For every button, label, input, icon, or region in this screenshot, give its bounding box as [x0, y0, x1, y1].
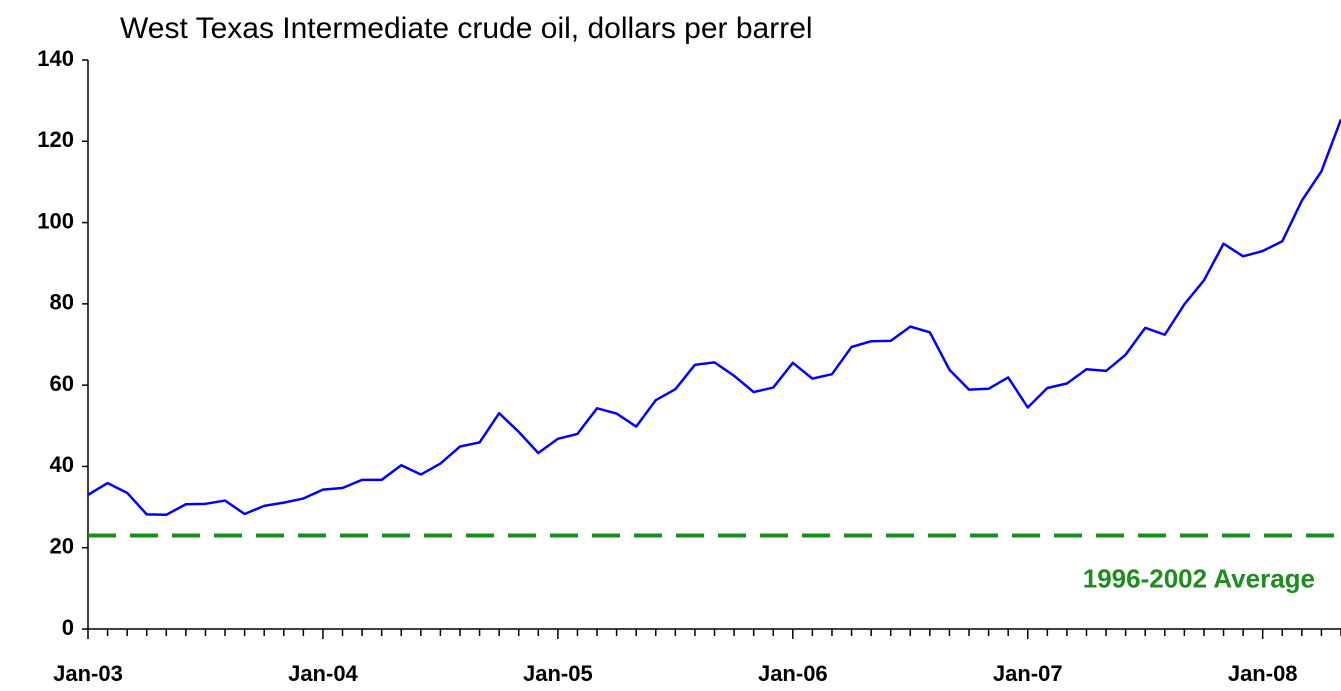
y-tick-label: 80: [50, 290, 74, 315]
chart-title: West Texas Intermediate crude oil, dolla…: [120, 12, 813, 45]
y-tick-label: 60: [50, 371, 74, 396]
y-tick-label: 120: [37, 127, 74, 152]
x-tick-label: Jan-05: [523, 661, 593, 686]
y-tick-label: 40: [50, 452, 74, 477]
y-tick-label: 140: [37, 46, 74, 71]
x-tick-label: Jan-07: [993, 661, 1063, 686]
y-tick-label: 0: [62, 615, 74, 640]
annotation: 1996-2002 Average: [1083, 563, 1315, 593]
x-tick-label: Jan-03: [53, 661, 123, 686]
x-tick-label: Jan-06: [758, 661, 828, 686]
y-tick-label: 100: [37, 208, 74, 233]
x-tick-label: Jan-08: [1228, 661, 1298, 686]
y-tick-label: 20: [50, 534, 74, 559]
x-tick-label: Jan-04: [288, 661, 358, 686]
line-series: [87, 118, 1341, 517]
